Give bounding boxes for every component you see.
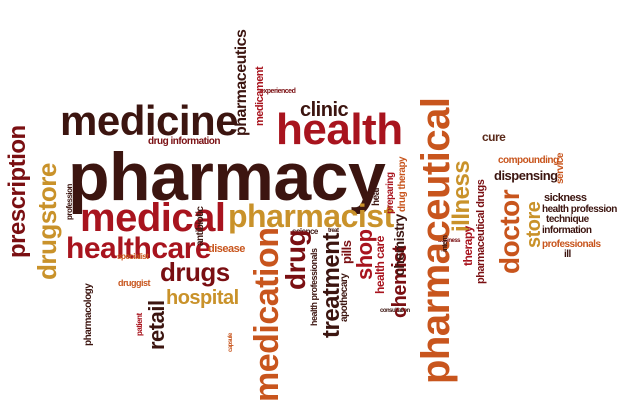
word-medication: medication [248,227,286,400]
word-pharmaceutics: pharmaceutics [233,29,250,136]
word-antibiotic: antibiotic [195,206,206,246]
word-pharmacist: pharmacist [228,198,394,234]
word-health-professionals: health professionals [309,248,319,326]
word-therapy: therapy [461,226,475,266]
word-preparing: preparing [385,172,396,214]
word-pharmacology: pharmacology [83,283,94,346]
word-health: health [276,105,403,154]
word-professionals: professionals [542,239,601,250]
word-technique: technique [546,214,589,225]
word-science: science [292,227,318,236]
word-drug-information: drug information [148,136,221,147]
word-pharmaceutical-drugs: pharmaceutical drugs [475,179,487,284]
word-drug: drug [280,229,311,290]
word-retail: specialist [117,252,149,261]
word-dispensing: dispensing [494,168,558,183]
word-profession: profession [65,184,74,220]
word-medicine: medicine [60,97,239,144]
word-information: information [542,225,592,236]
word-illness: illness [448,160,475,232]
word-hospital: hospital [166,287,239,309]
word-market: market [74,175,80,192]
word-chemistry: chemistry [391,214,407,276]
word-treat: treat [328,228,339,234]
word-store: store [523,201,545,248]
word-specialist: druggist [118,278,151,288]
word-pills: pills [339,240,354,264]
word-disease: patient [135,313,144,336]
word-capsule: consultation [380,308,410,314]
word-service: service [555,153,566,184]
word-druggist: retail [144,300,169,350]
word-compounding: compounding [498,155,559,166]
word-drugstore: drugstore [32,163,62,280]
word-health-care: health care [373,236,387,294]
word-drugs: drugs [160,257,230,287]
word-medicament: medicament [254,66,266,126]
word-drug-therapy: drug therapy [397,156,408,212]
word-patient: disease [208,243,245,255]
word-prescription: prescription [4,125,31,258]
word-consultation: capsule [228,333,234,352]
word-apothecary: apothecary [339,273,350,322]
word-clinic: clinic [300,99,349,121]
word-ill: ill [564,249,571,260]
word-pharmacy: pharmacy [68,139,386,215]
word-heal: heal [371,187,382,206]
word-healthcare: healthcare [66,232,212,265]
word-sickness: sickness [544,192,587,204]
word-business: intern [442,235,449,252]
word-pharmaceutical: pharmaceutical [414,97,458,384]
word-cure: cure [482,130,506,144]
word-intern: business [438,238,461,244]
word-health-profession: health profession [542,204,617,215]
word-doctor: doctor [494,189,525,274]
word-medical: medical [80,196,226,240]
word-experienced: experienced [260,88,296,95]
